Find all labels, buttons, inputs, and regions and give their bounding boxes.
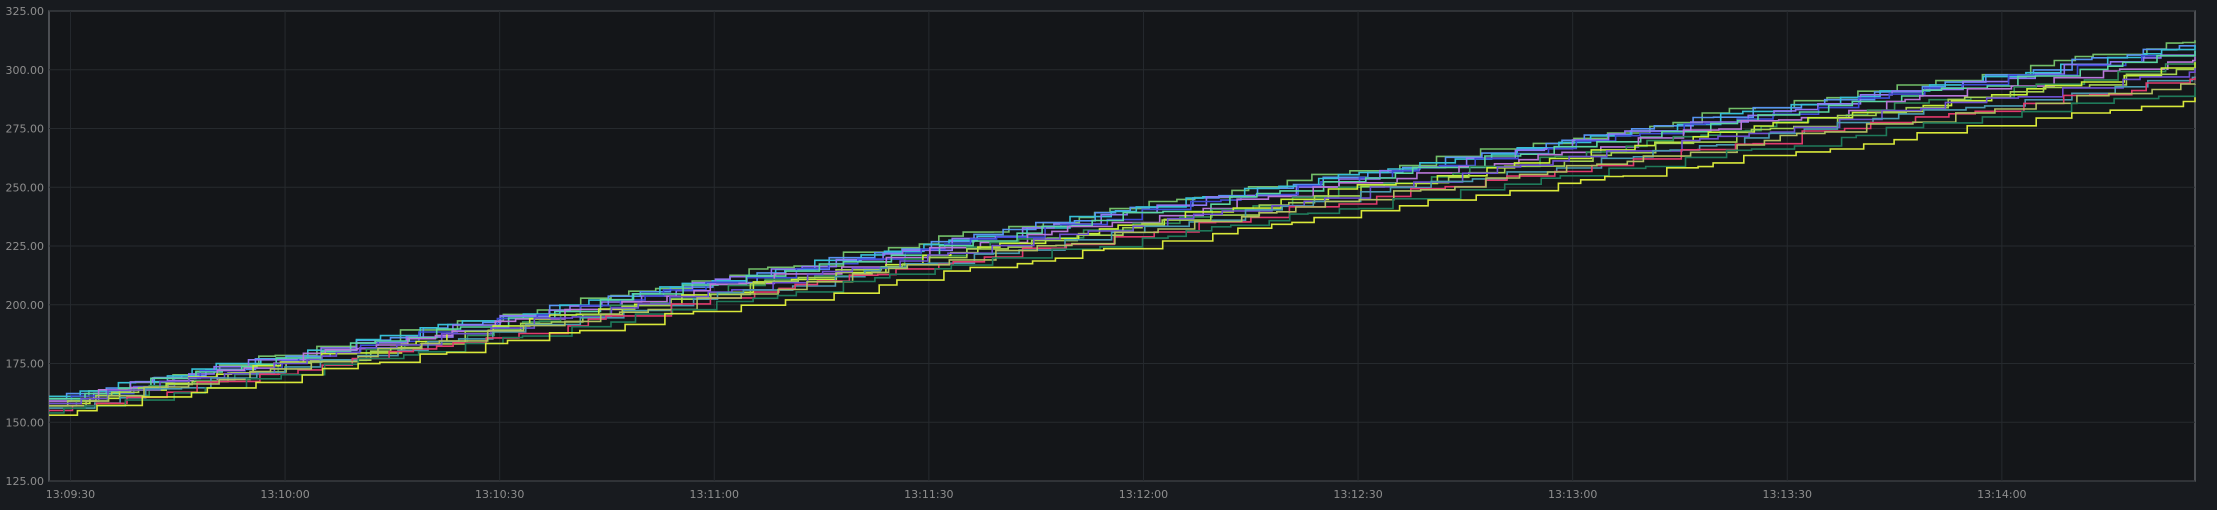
y-tick-label: 225.00 xyxy=(6,240,45,253)
y-tick-label: 250.00 xyxy=(6,181,45,194)
series-line xyxy=(49,77,2196,412)
x-tick-label: 13:12:30 xyxy=(1333,488,1382,501)
x-tick-label: 13:12:00 xyxy=(1119,488,1168,501)
x-tick-label: 13:10:00 xyxy=(260,488,309,501)
y-tick-label: 200.00 xyxy=(6,299,45,312)
series-line xyxy=(49,50,2196,400)
series-lines xyxy=(49,40,2196,416)
y-tick-label: 150.00 xyxy=(6,416,45,429)
x-tick-label: 13:10:30 xyxy=(475,488,524,501)
y-axis: 125.00 150.00 175.00 200.00 225.00 250.00 275.… xyxy=(6,5,45,488)
x-tick-label: 13:13:00 xyxy=(1548,488,1597,501)
y-tick-label: 325.00 xyxy=(6,5,45,18)
series-line xyxy=(49,97,2196,416)
x-axis: 13:09:30 13:10:00 13:10:30 13:11:00 13:11:30… xyxy=(46,488,2027,501)
series-line xyxy=(49,68,2196,405)
x-tick-label: 13:11:30 xyxy=(904,488,953,501)
y-tick-label: 275.00 xyxy=(6,123,45,136)
x-tick-label: 13:11:00 xyxy=(690,488,739,501)
y-tick-label: 125.00 xyxy=(6,475,45,488)
series-line xyxy=(49,83,2196,407)
series-line xyxy=(49,51,2196,402)
series-line xyxy=(49,62,2196,405)
x-tick-label: 13:09:30 xyxy=(46,488,95,501)
series-line xyxy=(49,87,2196,414)
y-tick-label: 300.00 xyxy=(6,64,45,77)
x-tick-label: 13:14:00 xyxy=(1977,488,2026,501)
x-tick-label: 13:13:30 xyxy=(1763,488,1812,501)
y-tick-label: 175.00 xyxy=(6,358,45,371)
